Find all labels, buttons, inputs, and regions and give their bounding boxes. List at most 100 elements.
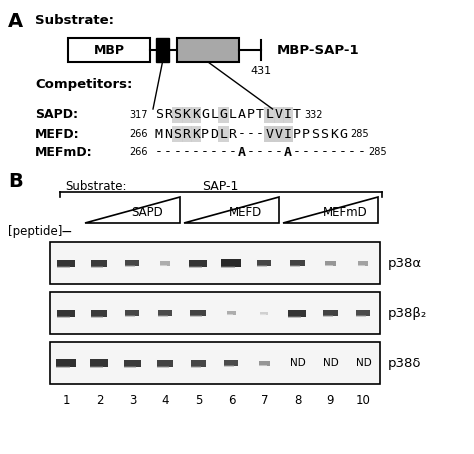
Bar <box>289 316 301 317</box>
Text: R: R <box>164 109 172 122</box>
Text: B: B <box>8 172 23 191</box>
Text: -: - <box>201 145 209 158</box>
Bar <box>221 259 241 267</box>
Bar <box>91 266 103 267</box>
Text: -: - <box>238 128 246 140</box>
Text: G: G <box>219 109 228 122</box>
Bar <box>126 310 139 316</box>
Text: ND: ND <box>290 358 305 368</box>
Bar <box>227 314 233 316</box>
Text: 332: 332 <box>304 110 323 120</box>
Bar <box>126 265 135 267</box>
Text: G: G <box>201 109 209 122</box>
Text: 317: 317 <box>129 110 148 120</box>
Bar <box>225 365 234 367</box>
Text: I: I <box>284 109 292 122</box>
Text: -: - <box>164 145 172 158</box>
Bar <box>182 107 192 123</box>
Text: K: K <box>192 128 200 140</box>
Text: -: - <box>330 145 338 158</box>
Bar <box>358 261 368 266</box>
Text: -: - <box>302 145 310 158</box>
Text: -: - <box>228 145 237 158</box>
Text: 1: 1 <box>63 394 70 407</box>
Bar <box>257 265 267 267</box>
Bar <box>191 310 207 316</box>
Text: -: - <box>173 145 182 158</box>
Bar <box>191 126 201 142</box>
Bar <box>156 38 169 62</box>
Bar <box>91 310 108 316</box>
Bar <box>273 107 284 123</box>
Text: S: S <box>155 109 163 122</box>
Bar <box>158 315 168 317</box>
Text: MEFD:: MEFD: <box>35 128 80 140</box>
Text: -: - <box>210 145 218 158</box>
Bar <box>219 107 228 123</box>
Text: 5: 5 <box>195 394 202 407</box>
Bar <box>259 365 267 366</box>
Text: -: - <box>265 145 273 158</box>
Text: L: L <box>210 109 218 122</box>
Text: S: S <box>320 128 328 140</box>
Text: 7: 7 <box>261 394 268 407</box>
Text: SAP-1: SAP-1 <box>202 180 238 193</box>
Bar <box>50 292 380 334</box>
Bar <box>158 310 173 316</box>
Bar <box>57 310 75 316</box>
Text: Substrate:: Substrate: <box>65 180 127 193</box>
Text: 2: 2 <box>96 394 103 407</box>
Text: P: P <box>201 128 209 140</box>
Text: p38α: p38α <box>388 257 422 270</box>
Text: R: R <box>182 128 191 140</box>
Polygon shape <box>283 197 378 223</box>
Bar <box>358 265 365 266</box>
Bar <box>323 315 334 317</box>
Bar <box>56 359 76 367</box>
Text: P: P <box>302 128 310 140</box>
Text: -: - <box>339 145 347 158</box>
Text: -: - <box>274 145 283 158</box>
Text: Competitors:: Competitors: <box>35 78 132 91</box>
Bar <box>91 316 103 317</box>
Text: L: L <box>228 109 237 122</box>
Text: 3: 3 <box>129 394 136 407</box>
Text: 4: 4 <box>162 394 169 407</box>
Text: T: T <box>293 109 301 122</box>
Text: -: - <box>247 145 255 158</box>
Bar <box>356 310 371 316</box>
Bar <box>124 360 141 366</box>
Text: D: D <box>210 128 218 140</box>
Text: ND: ND <box>356 358 371 368</box>
Bar <box>219 126 228 142</box>
Text: K: K <box>182 109 191 122</box>
Bar <box>91 366 103 368</box>
Text: MBP: MBP <box>93 44 125 56</box>
Text: K: K <box>330 128 338 140</box>
Bar <box>325 261 336 266</box>
Text: MEFmD: MEFmD <box>322 206 367 218</box>
Text: ND: ND <box>323 358 338 368</box>
Text: SAPD:: SAPD: <box>35 109 78 122</box>
Bar <box>173 126 182 142</box>
Text: SAPD: SAPD <box>131 206 163 218</box>
Bar <box>182 126 192 142</box>
Bar <box>227 311 236 315</box>
Bar <box>259 360 270 365</box>
Text: A: A <box>284 145 292 158</box>
Text: P: P <box>293 128 301 140</box>
Text: -: - <box>320 145 328 158</box>
Text: -: - <box>357 145 365 158</box>
Text: K: K <box>192 109 200 122</box>
Bar <box>264 126 274 142</box>
Text: T: T <box>256 109 264 122</box>
Text: 6: 6 <box>228 394 235 407</box>
Bar <box>283 107 293 123</box>
Bar <box>68 38 150 62</box>
Text: S: S <box>311 128 319 140</box>
Bar <box>173 107 182 123</box>
Text: MEFmD:: MEFmD: <box>35 145 92 158</box>
Bar <box>126 260 139 266</box>
Text: Substrate:: Substrate: <box>35 14 114 27</box>
Text: p38β₂: p38β₂ <box>388 306 427 320</box>
